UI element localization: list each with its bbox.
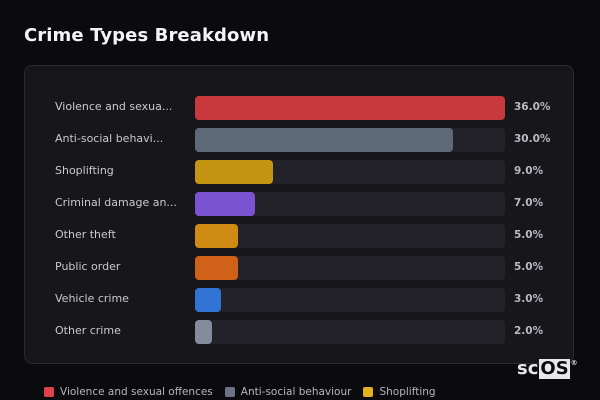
bar-label: Shoplifting	[55, 164, 114, 177]
bar-label: Other crime	[55, 324, 121, 337]
bar-fill[interactable]	[195, 256, 238, 280]
legend-label: Shoplifting	[379, 386, 436, 398]
bar-label: Other theft	[55, 228, 116, 241]
legend-item[interactable]: Violence and sexual offences	[44, 386, 213, 398]
bar-row: Vehicle crime 3.0%	[25, 288, 573, 312]
bar-value-label: 5.0%	[514, 261, 544, 273]
logo-text-os: OS	[539, 358, 570, 379]
bar-fill[interactable]	[195, 160, 273, 184]
bar-label: Anti-social behavi...	[55, 132, 164, 145]
bar-value-label: 9.0%	[514, 165, 544, 177]
bar-value-label: 36.0%	[514, 101, 551, 113]
bar-value-label: 3.0%	[514, 293, 544, 305]
bar-row: Violence and sexua... 36.0%	[25, 96, 573, 120]
legend-label: Anti-social behaviour	[240, 386, 352, 398]
bar-fill[interactable]	[195, 192, 255, 216]
bar-fill[interactable]	[195, 128, 453, 152]
bar-fill[interactable]	[195, 96, 505, 120]
bar-fill[interactable]	[195, 320, 212, 344]
bar-label: Public order	[55, 260, 121, 273]
bar-track	[195, 160, 505, 184]
bar-fill[interactable]	[195, 288, 221, 312]
bar-row: Other crime 2.0%	[25, 320, 573, 344]
bar-track	[195, 128, 505, 152]
bar-row: Public order 5.0%	[25, 256, 573, 280]
bar-value-label: 30.0%	[514, 133, 551, 145]
legend-swatch-icon	[224, 387, 235, 397]
bar-track	[195, 288, 505, 312]
legend-swatch-icon	[363, 387, 374, 397]
chart-legend: Violence and sexual offences Anti-social …	[44, 386, 448, 398]
bar-value-label: 7.0%	[514, 197, 544, 209]
chart-title: Crime Types Breakdown	[24, 25, 270, 46]
bar-row: Criminal damage an... 7.0%	[25, 192, 573, 216]
legend-label: Violence and sexual offences	[60, 386, 213, 398]
bar-value-label: 5.0%	[514, 229, 544, 241]
chart-card: Violence and sexua... 36.0% Anti-social be…	[24, 65, 574, 364]
bar-label: Vehicle crime	[55, 292, 129, 305]
bar-value-label: 2.0%	[514, 325, 544, 337]
bar-track	[195, 224, 505, 248]
bar-track	[195, 192, 505, 216]
legend-item[interactable]: Anti-social behaviour	[224, 386, 352, 398]
scos-logo: sc OS ®	[517, 359, 578, 379]
bar-row: Shoplifting 9.0%	[25, 160, 573, 184]
bar-row: Anti-social behavi... 30.0%	[25, 128, 573, 152]
bar-label: Violence and sexua...	[55, 100, 173, 113]
bar-row: Other theft 5.0%	[25, 224, 573, 248]
bar-label: Criminal damage an...	[55, 196, 177, 209]
bar-fill[interactable]	[195, 224, 238, 248]
logo-text-sc: sc	[517, 358, 539, 379]
legend-item[interactable]: Shoplifting	[363, 386, 436, 398]
bar-track	[195, 96, 505, 120]
registered-mark: ®	[570, 359, 578, 367]
legend-swatch-icon	[44, 387, 54, 397]
bar-track	[195, 256, 505, 280]
bar-track	[195, 320, 505, 344]
